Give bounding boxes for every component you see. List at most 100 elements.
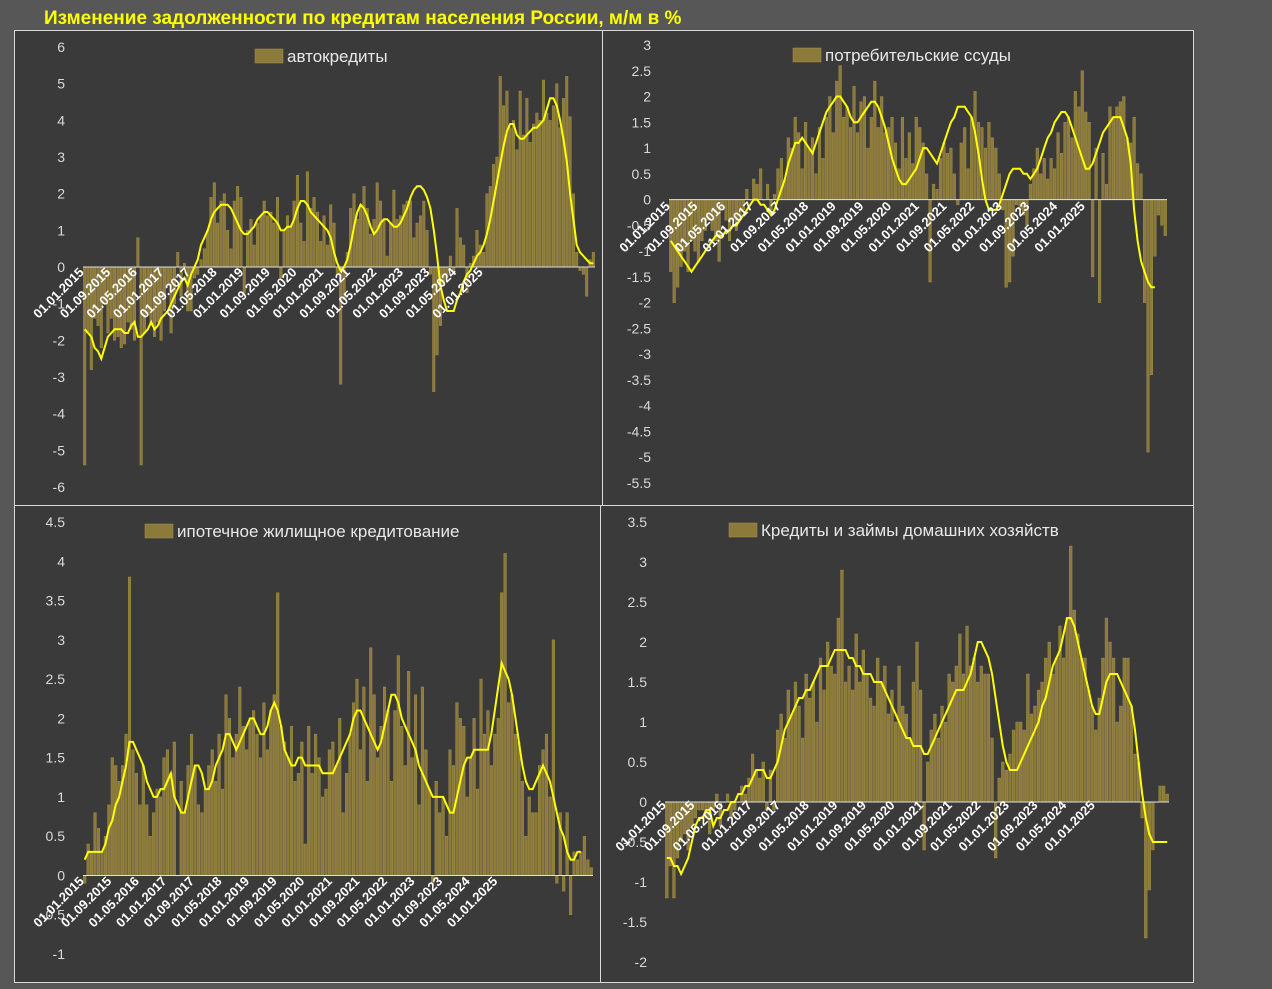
y-tick-label: 2.5: [632, 63, 652, 79]
bar: [214, 781, 218, 876]
bar: [1066, 116, 1070, 200]
bar: [1047, 641, 1051, 803]
bar: [355, 678, 359, 876]
bar: [515, 149, 519, 268]
bar: [417, 804, 421, 876]
bar: [196, 266, 200, 275]
bar: [876, 657, 880, 803]
bar: [327, 749, 331, 876]
bar: [1101, 657, 1105, 803]
bar: [911, 163, 915, 200]
bar: [807, 147, 811, 200]
bar: [169, 773, 173, 876]
y-tick-label: 3: [57, 632, 65, 648]
y-tick-label: 1.5: [628, 674, 648, 690]
bar: [520, 781, 524, 876]
bar: [289, 226, 293, 268]
bar: [1108, 641, 1112, 803]
bar: [505, 90, 509, 268]
chart-svg: 6543210-1-2-3-4-5-601.01.201501.09.20150…: [30, 39, 595, 495]
bar: [136, 237, 140, 268]
bar: [582, 835, 586, 876]
bar: [159, 796, 163, 876]
bar: [1033, 705, 1037, 803]
bar: [886, 713, 890, 803]
bar: [469, 757, 473, 876]
chart-panel-auto-loans: 6 5 4 3 2 1 0 -1 -2 -3 -4 -5 -6 01.01.2015 01.09.2015 0…: [14, 30, 605, 507]
bar: [1165, 793, 1169, 803]
bar: [382, 686, 387, 876]
bar: [779, 713, 783, 803]
y-tick-label: -1.5: [627, 269, 651, 285]
bar: [793, 681, 798, 803]
bar: [476, 788, 480, 876]
bar: [970, 116, 974, 200]
legend: потребительские ссуды: [792, 46, 1011, 65]
bar: [224, 694, 228, 876]
bar: [299, 222, 303, 268]
bar: [754, 769, 758, 803]
bar: [262, 200, 266, 268]
bar: [134, 773, 138, 876]
bar: [500, 592, 504, 876]
bar: [345, 773, 349, 876]
bar: [876, 127, 880, 200]
bar: [1065, 617, 1069, 803]
bar: [824, 116, 828, 200]
y-tick-label: -0.5: [623, 834, 647, 850]
bar: [936, 737, 941, 803]
y-tick-label: 3.5: [628, 514, 648, 530]
bar: [358, 749, 362, 876]
bar: [226, 230, 230, 268]
legend: ипотечное жилищное кредитование: [144, 522, 460, 541]
bar: [944, 721, 948, 803]
bar: [190, 733, 194, 876]
bar: [492, 164, 496, 268]
bar: [389, 781, 393, 876]
bar: [1042, 158, 1046, 200]
legend-label: потребительские ссуды: [825, 46, 1011, 65]
bar: [425, 230, 429, 268]
bar: [412, 237, 416, 268]
bar: [216, 222, 220, 268]
bar: [1061, 657, 1066, 803]
bar: [415, 222, 419, 268]
bar: [210, 749, 214, 876]
bar: [815, 721, 819, 803]
bar: [1087, 122, 1091, 200]
bar: [479, 678, 483, 876]
bar: [528, 142, 532, 268]
bar: [847, 665, 851, 803]
bar: [386, 710, 390, 876]
bar: [155, 788, 159, 876]
chart-panel-mortgage: 4.5 4 3.5 3 2.5 2 1.5 1 0.5 0 -0.5 -1 01.01.2015 01.0…: [14, 505, 602, 983]
bar: [319, 241, 323, 268]
bar: [838, 65, 842, 200]
bar: [1046, 178, 1050, 200]
bar: [200, 812, 204, 876]
bar: [418, 215, 422, 268]
bar: [800, 168, 804, 200]
bar: [1015, 721, 1019, 803]
bar: [586, 859, 590, 876]
bar: [548, 120, 552, 268]
y-tick-label: -0.5: [627, 217, 651, 233]
bar: [1054, 657, 1058, 803]
bar: [1011, 729, 1016, 803]
bar: [145, 804, 149, 876]
bar: [1026, 673, 1030, 803]
bar: [162, 757, 166, 876]
bar: [451, 765, 455, 876]
bar: [231, 757, 235, 876]
bar: [904, 713, 908, 803]
bar: [524, 835, 528, 876]
bar: [575, 859, 580, 876]
legend: Кредиты и займы домашних хозяйств: [728, 521, 1059, 540]
bar: [489, 765, 493, 876]
bar: [542, 79, 545, 268]
bar: [1156, 199, 1160, 216]
bar: [900, 116, 904, 200]
bar: [562, 875, 566, 892]
bar: [589, 867, 593, 876]
bar: [538, 120, 542, 268]
